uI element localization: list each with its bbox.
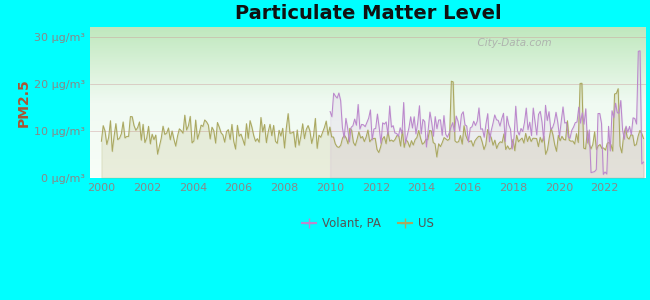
Y-axis label: PM2.5: PM2.5 — [17, 78, 31, 127]
Legend: Volant, PA, US: Volant, PA, US — [297, 212, 439, 235]
Title: Particulate Matter Level: Particulate Matter Level — [235, 4, 501, 23]
Text: City-Data.com: City-Data.com — [471, 38, 551, 47]
